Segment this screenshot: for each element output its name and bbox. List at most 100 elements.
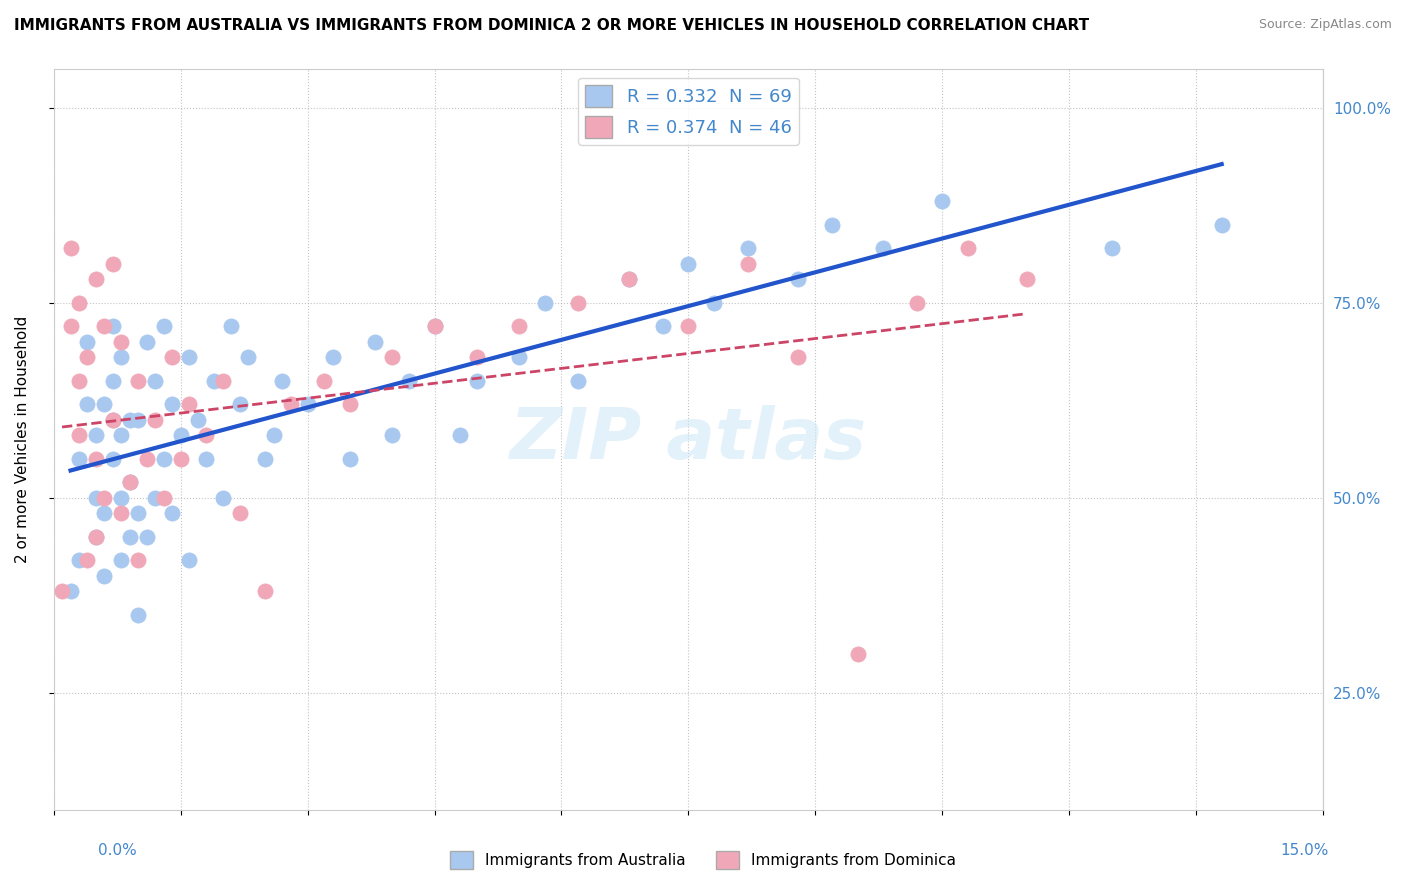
Point <box>678 318 700 333</box>
Text: Source: ZipAtlas.com: Source: ZipAtlas.com <box>1258 18 1392 31</box>
Point <box>398 374 420 388</box>
Point <box>127 506 149 520</box>
Point <box>118 475 141 489</box>
Point <box>101 412 124 426</box>
Point <box>169 428 191 442</box>
Point <box>821 218 844 232</box>
Point <box>127 412 149 426</box>
Point <box>297 397 319 411</box>
Point <box>737 256 759 270</box>
Point <box>339 397 361 411</box>
Point <box>110 491 132 505</box>
Point <box>76 553 98 567</box>
Point <box>76 334 98 349</box>
Point <box>59 241 82 255</box>
Point <box>118 530 141 544</box>
Point <box>1101 241 1123 255</box>
Point <box>93 318 115 333</box>
Point <box>110 334 132 349</box>
Point <box>118 475 141 489</box>
Point <box>143 412 166 426</box>
Point <box>423 318 446 333</box>
Point <box>533 295 555 310</box>
Point <box>110 350 132 364</box>
Point <box>93 506 115 520</box>
Point <box>67 295 90 310</box>
Point <box>508 350 530 364</box>
Point <box>135 530 157 544</box>
Point <box>465 350 488 364</box>
Point <box>110 553 132 567</box>
Point <box>703 295 725 310</box>
Point <box>737 241 759 255</box>
Point <box>118 412 141 426</box>
Point <box>508 318 530 333</box>
Point <box>152 491 174 505</box>
Point <box>423 318 446 333</box>
Point <box>221 318 243 333</box>
Point <box>956 241 979 255</box>
Point <box>872 241 894 255</box>
Point <box>254 584 277 599</box>
Legend: Immigrants from Australia, Immigrants from Dominica: Immigrants from Australia, Immigrants fr… <box>444 845 962 875</box>
Point <box>93 397 115 411</box>
Point <box>339 451 361 466</box>
Point <box>280 397 302 411</box>
Point <box>51 584 73 599</box>
Point <box>135 451 157 466</box>
Point <box>59 318 82 333</box>
Y-axis label: 2 or more Vehicles in Household: 2 or more Vehicles in Household <box>15 316 30 563</box>
Point <box>567 295 589 310</box>
Point <box>177 397 200 411</box>
Point <box>905 295 928 310</box>
Point <box>76 350 98 364</box>
Point <box>364 334 387 349</box>
Point <box>678 256 700 270</box>
Point <box>160 397 183 411</box>
Point <box>381 428 404 442</box>
Point <box>787 350 810 364</box>
Point <box>84 272 107 286</box>
Text: IMMIGRANTS FROM AUSTRALIA VS IMMIGRANTS FROM DOMINICA 2 OR MORE VEHICLES IN HOUS: IMMIGRANTS FROM AUSTRALIA VS IMMIGRANTS … <box>14 18 1090 33</box>
Point <box>186 412 208 426</box>
Point <box>787 272 810 286</box>
Point <box>177 553 200 567</box>
Point <box>177 350 200 364</box>
Point <box>381 350 404 364</box>
Text: ZIP atlas: ZIP atlas <box>510 405 868 474</box>
Point <box>143 374 166 388</box>
Point <box>67 374 90 388</box>
Point <box>67 428 90 442</box>
Point <box>101 412 124 426</box>
Point <box>271 374 294 388</box>
Point <box>169 451 191 466</box>
Point <box>619 272 641 286</box>
Point <box>619 272 641 286</box>
Point <box>84 451 107 466</box>
Point <box>101 451 124 466</box>
Point <box>76 397 98 411</box>
Point <box>84 491 107 505</box>
Point <box>314 374 336 388</box>
Point <box>93 568 115 582</box>
Point <box>135 334 157 349</box>
Point <box>1015 272 1038 286</box>
Point <box>127 374 149 388</box>
Point <box>101 318 124 333</box>
Point <box>212 491 235 505</box>
Point <box>84 530 107 544</box>
Point <box>229 506 252 520</box>
Point <box>238 350 260 364</box>
Point <box>59 584 82 599</box>
Point <box>67 451 90 466</box>
Text: 0.0%: 0.0% <box>98 843 138 858</box>
Point <box>194 451 217 466</box>
Point <box>160 506 183 520</box>
Point <box>101 256 124 270</box>
Point <box>1211 218 1233 232</box>
Point <box>567 374 589 388</box>
Point <box>93 491 115 505</box>
Point <box>110 428 132 442</box>
Point <box>143 491 166 505</box>
Point <box>254 451 277 466</box>
